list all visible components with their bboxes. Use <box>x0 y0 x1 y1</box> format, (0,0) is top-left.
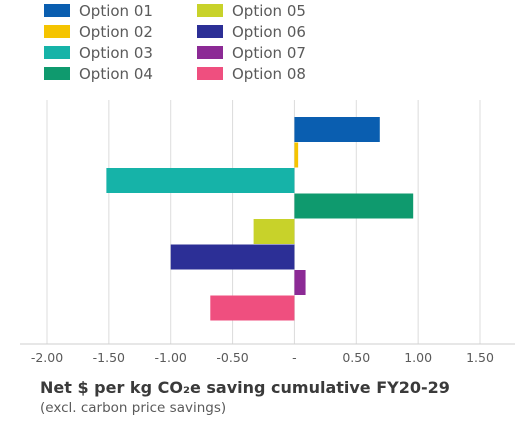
bar-option-07 <box>294 270 306 295</box>
bar-option-05 <box>253 219 295 244</box>
legend-label: Option 05 <box>232 2 306 20</box>
legend-swatch <box>197 25 223 38</box>
x-tick-label: 1.00 <box>404 350 432 365</box>
x-tick-label: -1.50 <box>93 350 125 365</box>
bar-option-03 <box>106 168 295 193</box>
x-tick-label: 1.50 <box>466 350 494 365</box>
x-axis-label: Net $ per kg CO₂e saving cumulative FY20… <box>40 378 450 397</box>
legend-swatch <box>44 4 70 17</box>
bar-option-01 <box>294 117 380 142</box>
legend-label: Option 04 <box>79 65 153 83</box>
legend-swatch <box>44 46 70 59</box>
chart-subtitle: (excl. carbon price savings) <box>40 400 227 416</box>
legend-swatch <box>197 67 223 80</box>
legend-label: Option 02 <box>79 23 153 41</box>
x-tick-label: - <box>292 350 297 365</box>
legend-swatch <box>197 4 223 17</box>
x-tick-label: -0.50 <box>216 350 248 365</box>
bar-option-06 <box>170 244 295 270</box>
bar-option-02 <box>294 142 299 168</box>
legend-label: Option 08 <box>232 65 306 83</box>
x-tick-label: 0.50 <box>342 350 370 365</box>
legend-label: Option 06 <box>232 23 306 41</box>
legend-label: Option 03 <box>79 44 153 62</box>
x-tick-label: -1.00 <box>155 350 187 365</box>
legend-swatch <box>44 67 70 80</box>
x-tick-label: -2.00 <box>31 350 63 365</box>
legend-swatch <box>197 46 223 59</box>
legend-swatch <box>44 25 70 38</box>
bar-option-04 <box>294 193 414 219</box>
legend-label: Option 07 <box>232 44 306 62</box>
bar-option-08 <box>210 295 295 321</box>
legend-label: Option 01 <box>79 2 153 20</box>
